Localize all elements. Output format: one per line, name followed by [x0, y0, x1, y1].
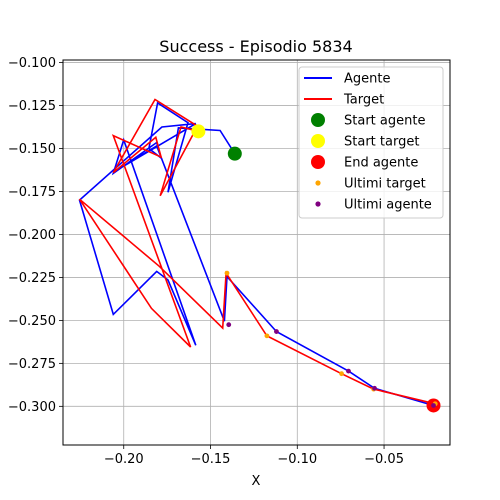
legend-swatch-end-agente — [311, 155, 325, 169]
series-line-agente — [78, 101, 434, 407]
ultimi-agente-point — [346, 368, 351, 374]
y-tick-label: −0.125 — [8, 99, 56, 114]
x-tick-label: −0.15 — [191, 452, 231, 467]
ultimi-target-point — [264, 333, 270, 339]
legend-swatch-ultimi-agente — [315, 201, 321, 207]
x-axis-label: X — [252, 474, 261, 489]
y-tick-label: −0.200 — [8, 228, 56, 243]
y-tick-label: −0.100 — [8, 56, 56, 71]
y-tick-label: −0.275 — [8, 357, 56, 372]
legend: Agente Target Start agente Start target End … — [298, 66, 444, 219]
chart-title: Success - Episodio 5834 — [159, 37, 352, 56]
y-tick-label: −0.250 — [8, 314, 56, 329]
ultimi-agente-point — [431, 403, 436, 408]
start-target-marker — [191, 124, 206, 139]
y-tick-label: −0.225 — [8, 271, 56, 286]
legend-label-agente: Agente — [344, 72, 390, 87]
y-axis: −0.100 −0.125 −0.150 −0.175 −0.200 −0.225 −0.2… — [8, 56, 63, 415]
x-tick-label: −0.05 — [364, 452, 404, 467]
y-tick-label: −0.175 — [8, 185, 56, 200]
legend-swatch-start-agente — [311, 113, 325, 127]
legend-box — [298, 66, 444, 219]
ultimi-target-point — [224, 270, 230, 276]
legend-label-ultimi-target: Ultimi target — [344, 177, 426, 192]
x-tick-label: −0.10 — [277, 452, 317, 467]
x-axis: −0.20 −0.15 −0.10 −0.05 — [104, 445, 404, 467]
legend-label-start-agente: Start agente — [344, 114, 425, 129]
markers-group — [191, 124, 441, 413]
ultimi-target-point — [339, 371, 344, 377]
legend-label-start-target: Start target — [344, 135, 419, 150]
plot-frame — [62, 59, 451, 446]
legend-label-ultimi-agente: Ultimi agente — [344, 198, 432, 213]
legend-swatch-ultimi-target — [315, 180, 321, 186]
ultimi-agente-point — [226, 322, 232, 328]
start-agente-marker — [227, 146, 242, 161]
ultimi-agente-point — [274, 329, 279, 334]
x-tick-label: −0.20 — [104, 452, 144, 467]
legend-label-end-agente: End agente — [344, 156, 418, 171]
legend-label-target: Target — [343, 93, 384, 108]
y-tick-label: −0.300 — [8, 400, 56, 415]
legend-swatch-start-target — [311, 134, 325, 148]
y-tick-label: −0.150 — [8, 142, 56, 157]
ultimi-agente-point — [372, 385, 377, 391]
